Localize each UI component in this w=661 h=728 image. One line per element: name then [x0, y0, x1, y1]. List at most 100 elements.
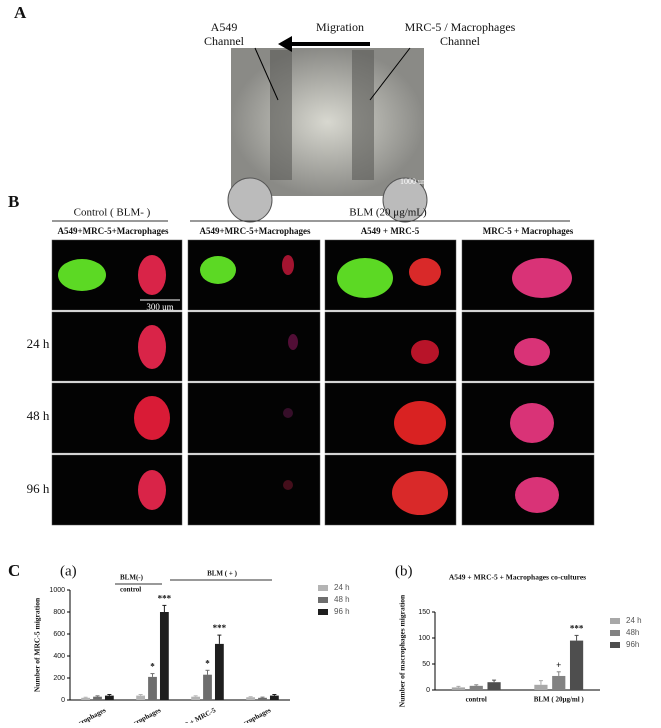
legend-label: 24 h — [334, 583, 350, 592]
bar — [159, 612, 169, 700]
cell-signal — [411, 340, 439, 364]
group-header: Control ( BLM- ) — [74, 207, 151, 219]
cell-signal — [510, 403, 554, 443]
bar — [552, 675, 566, 690]
channel-wall — [352, 50, 374, 180]
column-label: A549+MRC-5+Macrophages — [199, 226, 311, 236]
panel-label: (a) — [60, 563, 77, 579]
panel-label: C — [8, 561, 20, 580]
arrow-head — [278, 36, 292, 52]
channel-label: Channel — [440, 34, 481, 48]
row-label: 48 h — [27, 408, 50, 423]
cell-signal — [282, 255, 294, 275]
panel-label: A — [14, 3, 27, 22]
bar — [269, 695, 279, 700]
bar — [569, 640, 584, 690]
channel-wall — [270, 50, 292, 180]
micrograph — [187, 454, 321, 526]
bar — [487, 682, 501, 690]
legend-swatch — [318, 585, 328, 591]
panel-label: (b) — [395, 563, 413, 579]
x-tick-label: A549+MRC-5+Macrophages — [27, 706, 107, 723]
y-tick-label: 600 — [53, 631, 65, 638]
column-label: A549+MRC-5+Macrophages — [57, 226, 169, 236]
cell-signal — [283, 480, 293, 490]
cell-signal — [514, 338, 550, 366]
y-tick-label: 800 — [53, 609, 65, 616]
legend-swatch — [318, 609, 328, 615]
bar — [148, 676, 157, 700]
bar — [81, 697, 91, 700]
bar — [104, 695, 114, 700]
y-tick-label: 50 — [422, 661, 430, 668]
cell-signal — [288, 334, 298, 350]
panel-label: B — [8, 192, 19, 211]
x-tick-label: control — [466, 696, 487, 704]
y-tick-label: 200 — [53, 675, 65, 682]
cell-signal — [58, 259, 106, 291]
bar — [203, 674, 212, 700]
annotation: control — [120, 586, 141, 594]
y-tick-label: 150 — [418, 609, 430, 616]
cell-signal — [138, 255, 166, 295]
significance: *** — [213, 623, 227, 633]
scale-label: 300 um — [146, 302, 173, 312]
port — [382, 177, 428, 223]
annotation: BLM(-) — [120, 574, 144, 582]
port — [227, 177, 273, 223]
channel-label: A549 — [211, 20, 238, 34]
cell-signal — [200, 256, 236, 284]
legend-swatch — [610, 630, 620, 636]
legend-label: 48 h — [334, 595, 350, 604]
legend-swatch — [610, 642, 620, 648]
cell-signal — [394, 401, 446, 445]
x-tick-label: A549 + MRC-5 — [173, 706, 217, 723]
x-tick-label: MRC-5 + Macrophages — [206, 706, 272, 723]
cell-signal — [409, 258, 441, 286]
micrograph — [187, 311, 321, 382]
legend-label: 96h — [626, 640, 639, 649]
scale-label: 1000 um — [400, 177, 429, 186]
legend-label: 96 h — [334, 607, 350, 616]
significance: * — [205, 658, 210, 668]
cell-signal — [138, 470, 166, 510]
column-label: A549 + MRC-5 — [361, 226, 420, 236]
channel-label: MRC-5 / Macrophages — [405, 20, 516, 34]
significance: + — [556, 660, 561, 670]
migration-label: Migration — [316, 20, 364, 34]
legend-swatch — [610, 618, 620, 624]
bar — [534, 684, 548, 690]
column-label: MRC-5 + Macrophages — [483, 226, 574, 236]
cell-signal — [337, 258, 393, 298]
y-tick-label: 1000 — [49, 587, 65, 594]
pointer — [254, 47, 279, 101]
cell-signal — [392, 471, 448, 515]
y-axis-label: Number of MRC-5 migration — [33, 597, 42, 692]
bar — [469, 685, 483, 690]
legend-swatch — [318, 597, 328, 603]
cell-signal — [283, 408, 293, 418]
y-tick-label: 100 — [418, 635, 430, 642]
micrograph — [187, 382, 321, 454]
significance: *** — [158, 593, 172, 603]
bar — [246, 697, 256, 700]
x-tick-label: BLM ( 20μg/ml ) — [534, 696, 585, 704]
bar — [136, 695, 146, 700]
cell-signal — [515, 477, 559, 513]
y-tick-label: 400 — [53, 653, 65, 660]
bar — [214, 643, 224, 700]
group-header: BLM (20 μg/mL) — [349, 207, 427, 219]
chart-title: A549 + MRC-5 + Macrophages co-cultures — [449, 573, 586, 582]
annotation: BLM ( + ) — [207, 570, 238, 578]
bar — [93, 696, 102, 700]
significance: *** — [570, 623, 584, 633]
significance: * — [150, 662, 155, 672]
y-tick-label: 0 — [426, 687, 430, 694]
y-tick-label: 0 — [61, 697, 65, 704]
channel-label: Channel — [204, 34, 245, 48]
y-axis-label: Number of macrophages migration — [398, 594, 407, 707]
cell-signal — [134, 396, 170, 440]
channel-image — [231, 48, 424, 196]
cell-signal — [138, 325, 166, 369]
